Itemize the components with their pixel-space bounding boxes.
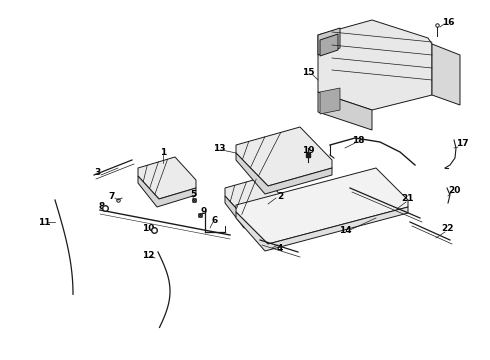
Polygon shape — [236, 153, 332, 194]
Text: 22: 22 — [442, 224, 454, 233]
Text: 18: 18 — [352, 135, 364, 144]
Text: 16: 16 — [442, 18, 454, 27]
Polygon shape — [236, 207, 408, 251]
Text: 11: 11 — [38, 217, 50, 226]
Polygon shape — [225, 177, 285, 219]
Polygon shape — [318, 28, 340, 55]
Polygon shape — [318, 20, 432, 110]
Text: 7: 7 — [109, 192, 115, 201]
Text: 6: 6 — [212, 216, 218, 225]
Text: 2: 2 — [277, 192, 283, 201]
Text: 1: 1 — [160, 148, 166, 157]
Polygon shape — [138, 157, 196, 199]
Text: 12: 12 — [142, 252, 154, 261]
Polygon shape — [236, 127, 332, 186]
Text: 4: 4 — [277, 243, 283, 252]
Text: 5: 5 — [190, 189, 196, 198]
Text: 14: 14 — [339, 225, 351, 234]
Polygon shape — [320, 34, 338, 56]
Polygon shape — [236, 168, 408, 244]
Text: 15: 15 — [302, 68, 314, 77]
Polygon shape — [138, 176, 196, 207]
Text: 13: 13 — [213, 144, 225, 153]
Text: 21: 21 — [402, 194, 414, 202]
Text: 9: 9 — [201, 207, 207, 216]
Text: 8: 8 — [99, 202, 105, 211]
Text: 19: 19 — [302, 145, 314, 154]
Text: 10: 10 — [142, 224, 154, 233]
Text: 3: 3 — [94, 167, 100, 176]
Polygon shape — [225, 196, 285, 228]
Text: 17: 17 — [456, 139, 468, 148]
Polygon shape — [432, 44, 460, 105]
Polygon shape — [318, 92, 372, 130]
Polygon shape — [320, 88, 340, 114]
Text: 20: 20 — [448, 185, 460, 194]
